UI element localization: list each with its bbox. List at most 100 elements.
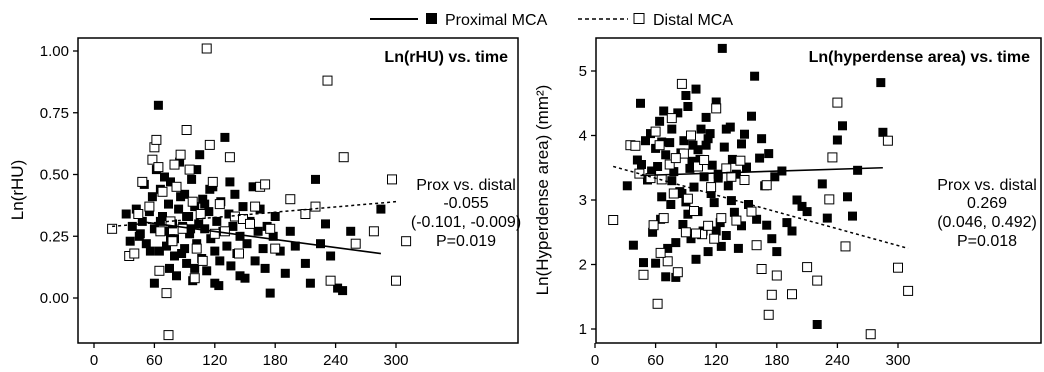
point-distal [169,159,180,170]
point-proximal [669,167,679,177]
point-distal [338,152,349,163]
y-tick-label: 3 [579,192,587,209]
point-proximal [767,234,777,244]
point-proximal [817,179,827,189]
point-proximal [250,256,260,266]
point-proximal [832,135,842,145]
point-distal [672,267,683,278]
point-proximal [701,112,711,122]
stat-annotation: Prox vs. distal -0.055 (-0.101, -0.009) … [411,177,521,250]
point-proximal [683,102,693,111]
point-distal [699,155,710,165]
point-proximal [687,156,697,166]
point-proximal [770,172,780,182]
x-tick-label: 120 [704,352,729,369]
point-proximal [205,184,215,194]
point-distal [401,236,412,247]
point-proximal [772,247,782,257]
point-proximal [677,189,687,198]
point-proximal [174,204,184,214]
point-distal [893,262,903,273]
chart-title: Ln(rHU) vs. time [384,49,508,66]
point-proximal [300,258,310,268]
point-proximal [667,176,677,186]
point-proximal [707,160,717,170]
trend-lines [612,165,909,250]
x-tick-label: 0 [591,352,599,369]
point-distal [167,236,178,247]
point-proximal [709,198,719,208]
point-proximal [333,283,343,293]
point-proximal [719,142,729,152]
point-proximal [258,244,268,254]
point-distal [153,162,164,173]
annotation-line-3: (-0.101, -0.009) [411,214,521,231]
point-proximal [721,231,731,240]
data-points [107,43,412,341]
point-distal [368,226,379,237]
point-distal [693,161,703,172]
point-proximal [787,226,797,236]
point-proximal [681,91,691,100]
point-proximal [200,224,210,234]
point-distal [680,227,691,238]
point-distal [711,103,722,114]
point-proximal [212,216,222,226]
point-proximal [711,97,721,107]
point-distal [706,182,717,193]
legend-label-distal: Distal MCA [653,12,733,29]
point-proximal [717,43,727,53]
point-proximal [648,227,658,237]
point-proximal [194,219,204,229]
point-proximal [248,182,258,192]
point-distal [731,215,742,226]
point-proximal [180,244,190,254]
point-proximal [160,172,169,182]
point-proximal [686,234,696,244]
point-proximal [145,246,155,256]
point-proximal [683,209,693,219]
point-proximal [688,140,698,150]
point-proximal [812,320,822,329]
point-distal [163,330,174,341]
point-distal [638,269,649,280]
point-proximal [376,204,386,214]
point-proximal [740,129,749,139]
axis-ticks: 0 60 120 180 240 300 0.00 0.25 0.50 0.75 1.00 [40,43,409,369]
y-tick-label: 0.00 [40,290,69,307]
point-proximal [210,278,220,288]
point-distal [129,248,140,259]
point-distal [322,75,333,86]
point-distal [634,168,645,179]
point-distal [250,201,261,212]
point-proximal [154,246,164,256]
y-tick-label: 1 [579,321,587,338]
point-proximal [305,278,315,288]
annotation-line-4: P=0.019 [436,233,496,250]
point-proximal [726,196,736,206]
point-distal [191,243,202,254]
point-proximal [636,98,645,108]
point-proximal [200,199,210,209]
point-distal [201,43,212,54]
point-distal [686,130,696,141]
point-proximal [127,221,137,231]
point-proximal [155,216,165,226]
chart-title: Ln(hyperdense area) vs. time [809,49,1031,66]
y-axis-label: Ln(rHU) [8,160,27,220]
point-distal [689,206,699,216]
point-proximal [164,199,173,209]
point-distal [195,209,206,219]
point-proximal [699,172,709,182]
point-distal [151,134,162,145]
point-proximal [713,169,723,179]
point-distal [763,309,774,320]
point-proximal [280,268,290,278]
point-proximal [346,226,356,236]
point-proximal [622,181,632,191]
point-proximal [703,247,713,257]
annotation-line-1: Prox vs. distal [937,177,1037,194]
point-proximal [220,132,230,142]
point-distal [652,298,663,309]
point-proximal [285,226,295,236]
